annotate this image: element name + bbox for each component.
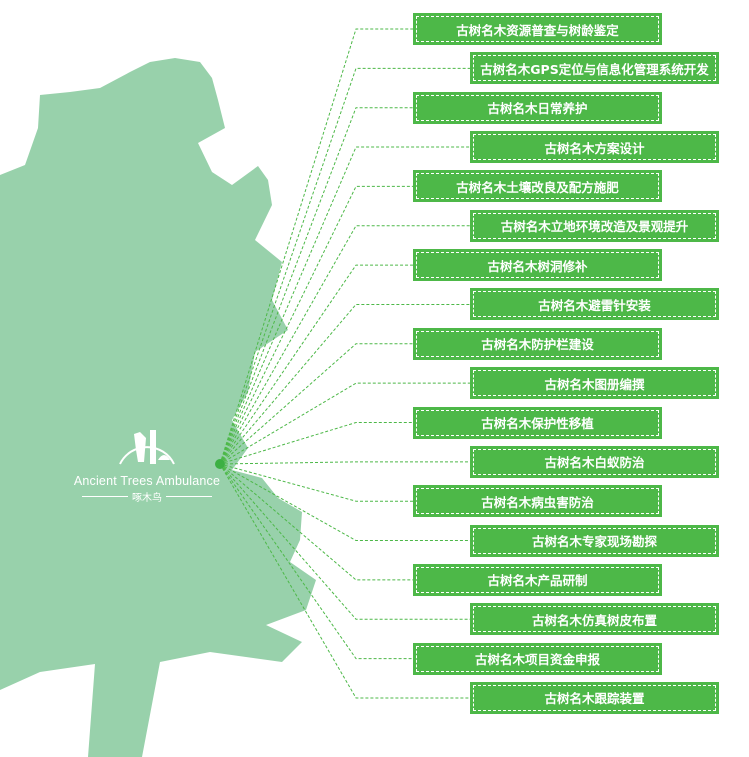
service-box: 古树名木白蚁防治 — [470, 445, 719, 478]
service-box: 古树名木图册编撰 — [470, 367, 719, 400]
service-label: 古树名木专家现场勘探 — [473, 527, 716, 554]
service-label: 古树名木方案设计 — [473, 134, 716, 161]
connector-line — [219, 343, 413, 465]
connector-line — [219, 185, 413, 465]
connector-line — [219, 463, 413, 502]
connector-line — [219, 463, 470, 699]
connector-line — [219, 463, 470, 542]
service-label: 古树名木病虫害防治 — [416, 488, 659, 515]
service-label: 古树名木跟踪装置 — [473, 684, 716, 711]
ancient-trees-ambulance-logo: Ancient Trees Ambulance 啄木鸟 — [62, 420, 232, 504]
service-box: 古树名木病虫害防治 — [413, 485, 662, 518]
service-label: 古树名木树洞修补 — [416, 252, 659, 279]
service-box: 古树名木仿真树皮布置 — [470, 603, 719, 636]
service-box: 古树名木资源普查与树龄鉴定 — [413, 13, 662, 45]
woodpecker-logo-icon — [119, 430, 175, 465]
service-label: 古树名木项目资金申报 — [416, 645, 659, 672]
service-box: 古树名木防护栏建设 — [413, 327, 662, 360]
connector-line — [219, 28, 413, 465]
service-label: 古树名木土壤改良及配方施肥 — [416, 173, 659, 200]
service-box: 古树名木土壤改良及配方施肥 — [413, 170, 662, 203]
service-label: 古树名木避雷针安装 — [473, 291, 716, 318]
service-box: 古树名木日常养护 — [413, 91, 662, 124]
service-label: 古树名木资源普查与树龄鉴定 — [416, 16, 659, 42]
logo-english-name: Ancient Trees Ambulance — [73, 474, 221, 488]
service-box: 古树名木产品研制 — [413, 563, 662, 596]
divider — [166, 496, 212, 497]
service-box: 古树名木GPS定位与信息化管理系统开发 — [470, 52, 719, 85]
service-box: 古树名木方案设计 — [470, 131, 719, 164]
connector-line — [219, 264, 413, 465]
service-box: 古树名木树洞修补 — [413, 249, 662, 282]
service-box: 古树名木避雷针安装 — [470, 288, 719, 321]
connector-line — [219, 463, 413, 581]
service-box: 古树名木项目资金申报 — [413, 642, 662, 675]
connector-line — [219, 463, 413, 660]
logo-chinese-name: 啄木鸟 — [132, 493, 162, 504]
connector-line — [219, 382, 470, 465]
hub-node — [215, 459, 225, 469]
connector-line — [219, 146, 470, 465]
service-label: 古树名木保护性移植 — [416, 409, 659, 436]
connector-line — [219, 107, 413, 465]
service-box: 古树名木跟踪装置 — [470, 681, 719, 714]
connector-line — [219, 422, 413, 465]
service-label: 古树名木防护栏建设 — [416, 330, 659, 357]
connector-line — [219, 303, 470, 465]
service-label: 古树名木产品研制 — [416, 566, 659, 593]
connector-line — [219, 225, 470, 465]
service-box: 古树名木专家现场勘探 — [470, 524, 719, 557]
service-label: 古树名木仿真树皮布置 — [473, 606, 716, 633]
connector-line — [219, 461, 470, 465]
connector-line — [219, 463, 470, 620]
divider — [82, 496, 128, 497]
service-label: 古树名木白蚁防治 — [473, 448, 716, 475]
service-label: 古树名木立地环境改造及景观提升 — [473, 212, 716, 239]
tree-silhouette — [0, 58, 316, 757]
service-box: 古树名木保护性移植 — [413, 406, 662, 439]
service-label: 古树名木日常养护 — [416, 94, 659, 121]
service-label: 古树名木图册编撰 — [473, 370, 716, 397]
service-box: 古树名木立地环境改造及景观提升 — [470, 209, 719, 242]
service-label: 古树名木GPS定位与信息化管理系统开发 — [473, 55, 716, 82]
